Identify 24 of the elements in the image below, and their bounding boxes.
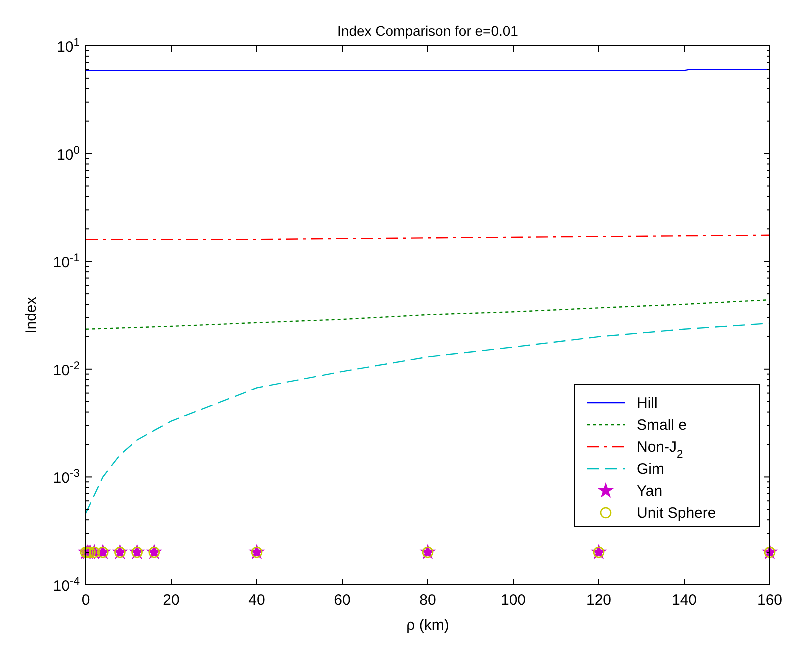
y-tick-label: 10$^{0}$ bbox=[57, 144, 80, 164]
x-tick-label: 80 bbox=[420, 592, 436, 609]
chart-title: Index Comparison for e=0.01 bbox=[338, 23, 519, 39]
x-tick-label: 60 bbox=[334, 592, 351, 609]
x-tick-label: 140 bbox=[672, 592, 698, 609]
y-tick-label: 10$^{-3}$ bbox=[53, 468, 80, 488]
x-axis-title: ρ (km) bbox=[406, 617, 450, 634]
y-tick-label: 10$^{-1}$ bbox=[53, 252, 80, 272]
y-tick-label: 10$^{1}$ bbox=[57, 37, 80, 56]
legend-label: Yan bbox=[637, 483, 663, 500]
y-tick-label: 10$^{-4}$ bbox=[53, 576, 80, 595]
x-tick-label: 160 bbox=[757, 592, 783, 609]
x-tick-label: 120 bbox=[586, 592, 612, 609]
x-tick-label: 40 bbox=[248, 592, 266, 609]
legend-label: Gim bbox=[637, 461, 664, 478]
x-tick-label: 20 bbox=[163, 592, 180, 609]
legend-label: Small e bbox=[637, 417, 688, 434]
y-tick-label: 10$^{-2}$ bbox=[53, 360, 80, 380]
x-tick-label: 0 bbox=[82, 592, 90, 609]
x-tick-label: 100 bbox=[500, 592, 526, 609]
legend-label: Non-J$_{2}$ bbox=[637, 439, 684, 461]
y-axis-title: Index bbox=[23, 296, 40, 334]
legend-label: Hill bbox=[637, 395, 658, 412]
legend-label: Unit Sphere bbox=[637, 505, 716, 522]
